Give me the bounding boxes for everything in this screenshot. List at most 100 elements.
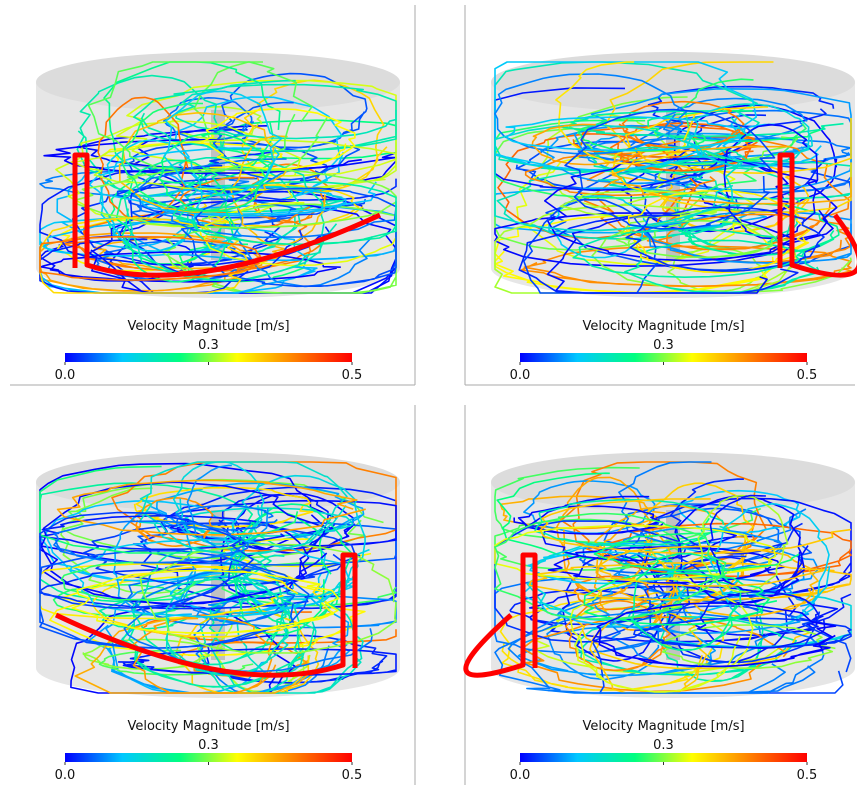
streamline — [39, 236, 262, 281]
streamlines — [39, 61, 397, 294]
streamline — [547, 546, 786, 584]
colorbar-label: Velocity Magnitude [m/s] — [582, 719, 744, 734]
colorbar-tick-label: 0.5 — [797, 368, 818, 383]
streamline — [72, 168, 397, 229]
streamline — [494, 61, 757, 171]
streamline — [674, 495, 806, 605]
streamline — [528, 562, 852, 601]
streamline — [494, 127, 710, 251]
streamline — [134, 497, 214, 547]
baffle — [777, 152, 857, 278]
streamline — [193, 590, 330, 694]
streamline — [39, 550, 310, 649]
streamline — [611, 106, 852, 213]
colorbar-label: Velocity Magnitude [m/s] — [127, 319, 289, 334]
streamline — [555, 61, 696, 165]
streamline — [123, 568, 373, 672]
streamline — [616, 220, 777, 258]
panel: Velocity Magnitude [m/s] 0.0 0.3 0.5 — [36, 52, 400, 383]
panel: Velocity Magnitude [m/s] 0.0 0.3 0.5 — [491, 52, 857, 383]
streamline — [201, 119, 397, 160]
streamline — [564, 108, 776, 230]
streamline — [683, 103, 813, 168]
colorbar-tick-label: 0.3 — [653, 338, 674, 353]
panel: Velocity Magnitude [m/s] 0.0 0.3 0.5 — [36, 452, 400, 783]
streamline — [593, 532, 800, 572]
baffle — [463, 552, 538, 678]
streamline — [132, 158, 397, 239]
streamline — [71, 569, 340, 634]
streamlines — [494, 61, 852, 294]
streamline — [624, 239, 821, 294]
streamline — [540, 124, 732, 185]
streamline — [572, 228, 805, 278]
streamline — [665, 549, 819, 617]
streamlines — [494, 461, 852, 694]
streamline — [71, 186, 281, 266]
streamline — [130, 198, 300, 227]
streamline — [88, 199, 397, 294]
colorbar — [65, 353, 352, 362]
streamline — [494, 124, 743, 232]
colorbar-tick-label: 0.0 — [55, 368, 76, 383]
colorbar-tick-label: 0.5 — [342, 768, 363, 783]
cylinder-top — [491, 52, 855, 112]
streamline — [39, 514, 288, 551]
streamline — [505, 116, 749, 152]
streamline — [158, 132, 271, 212]
streamline — [569, 577, 754, 693]
streamline — [499, 597, 725, 691]
streamline — [172, 181, 397, 246]
streamline — [520, 245, 852, 287]
streamline — [133, 486, 314, 528]
streamline — [599, 545, 824, 587]
streamline — [557, 110, 844, 137]
streamline — [633, 617, 852, 649]
streamline — [140, 486, 397, 610]
streamline — [39, 511, 254, 609]
streamline — [669, 478, 803, 555]
streamline — [121, 578, 315, 688]
streamline — [642, 482, 755, 580]
streamline — [56, 479, 366, 536]
colorbar-tick-label: 0.3 — [198, 738, 219, 753]
streamline — [583, 135, 850, 251]
streamline — [494, 73, 688, 155]
colorbar-tick-label: 0.0 — [55, 768, 76, 783]
streamline — [531, 123, 641, 166]
streamline — [43, 139, 362, 174]
streamline — [527, 551, 686, 585]
streamline — [623, 190, 811, 274]
streamline — [636, 497, 852, 597]
streamline — [518, 214, 799, 294]
streamline — [123, 157, 338, 282]
streamline — [610, 145, 852, 205]
colorbar-tick-label: 0.5 — [797, 768, 818, 783]
streamline — [494, 611, 825, 694]
baffle — [72, 152, 382, 278]
streamline — [200, 108, 356, 170]
streamline — [232, 168, 374, 288]
colorbar-tick-label: 0.3 — [198, 338, 219, 353]
streamline — [544, 157, 838, 262]
streamline — [625, 206, 825, 272]
streamline — [590, 146, 749, 174]
streamline — [99, 139, 203, 252]
streamline — [524, 152, 716, 197]
streamline — [496, 472, 710, 561]
streamline — [513, 505, 665, 535]
colorbar-tick-label: 0.0 — [510, 368, 531, 383]
streamline — [55, 120, 302, 228]
streamline — [39, 232, 263, 292]
streamline — [161, 203, 397, 294]
panel: Velocity Magnitude [m/s] 0.0 0.3 0.5 — [463, 452, 855, 783]
streamline — [97, 96, 189, 222]
streamline — [74, 617, 315, 694]
baffle — [54, 552, 358, 678]
colorbar — [520, 753, 807, 762]
streamline — [174, 504, 278, 531]
streamline — [49, 575, 366, 657]
streamline — [221, 72, 368, 149]
